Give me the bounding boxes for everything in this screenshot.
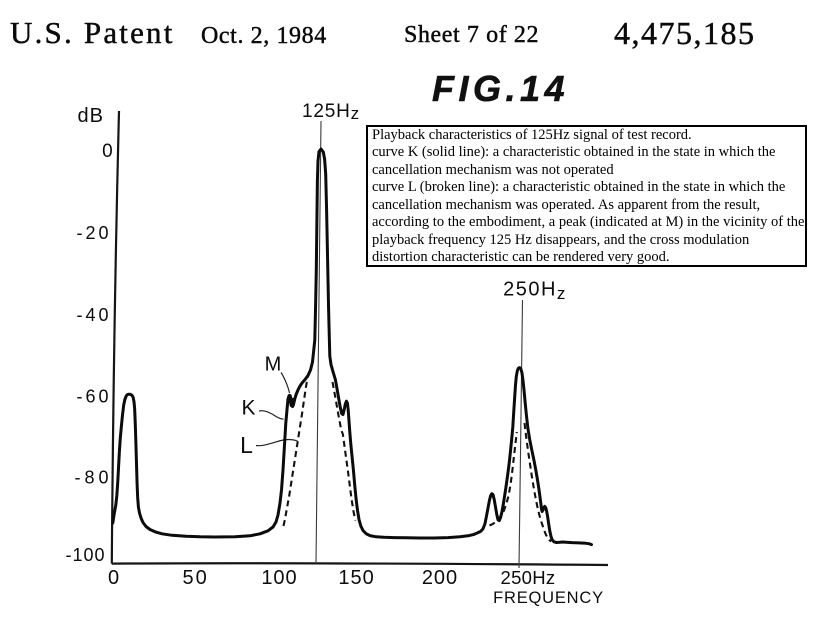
svg-text:200: 200 — [422, 567, 458, 589]
svg-text:-20: -20 — [76, 223, 111, 243]
svg-text:250Hz: 250Hz — [503, 279, 567, 304]
svg-text:250Hz: 250Hz — [501, 567, 556, 588]
svg-text:L: L — [240, 432, 253, 458]
svg-text:-60: -60 — [76, 387, 111, 407]
svg-text:50: 50 — [182, 567, 208, 589]
svg-text:FREQUENCY: FREQUENCY — [493, 589, 604, 607]
svg-text:M: M — [265, 354, 282, 376]
svg-text:-100: -100 — [65, 545, 105, 565]
svg-text:100: 100 — [261, 567, 297, 589]
svg-text:dB: dB — [78, 105, 104, 127]
svg-text:125Hz: 125Hz — [302, 101, 360, 123]
svg-text:-80: -80 — [74, 468, 112, 488]
svg-text:-40: -40 — [76, 305, 111, 325]
svg-text:150: 150 — [338, 567, 374, 589]
svg-text:0: 0 — [102, 141, 113, 162]
svg-text:K: K — [241, 397, 255, 420]
svg-text:0: 0 — [108, 567, 119, 589]
